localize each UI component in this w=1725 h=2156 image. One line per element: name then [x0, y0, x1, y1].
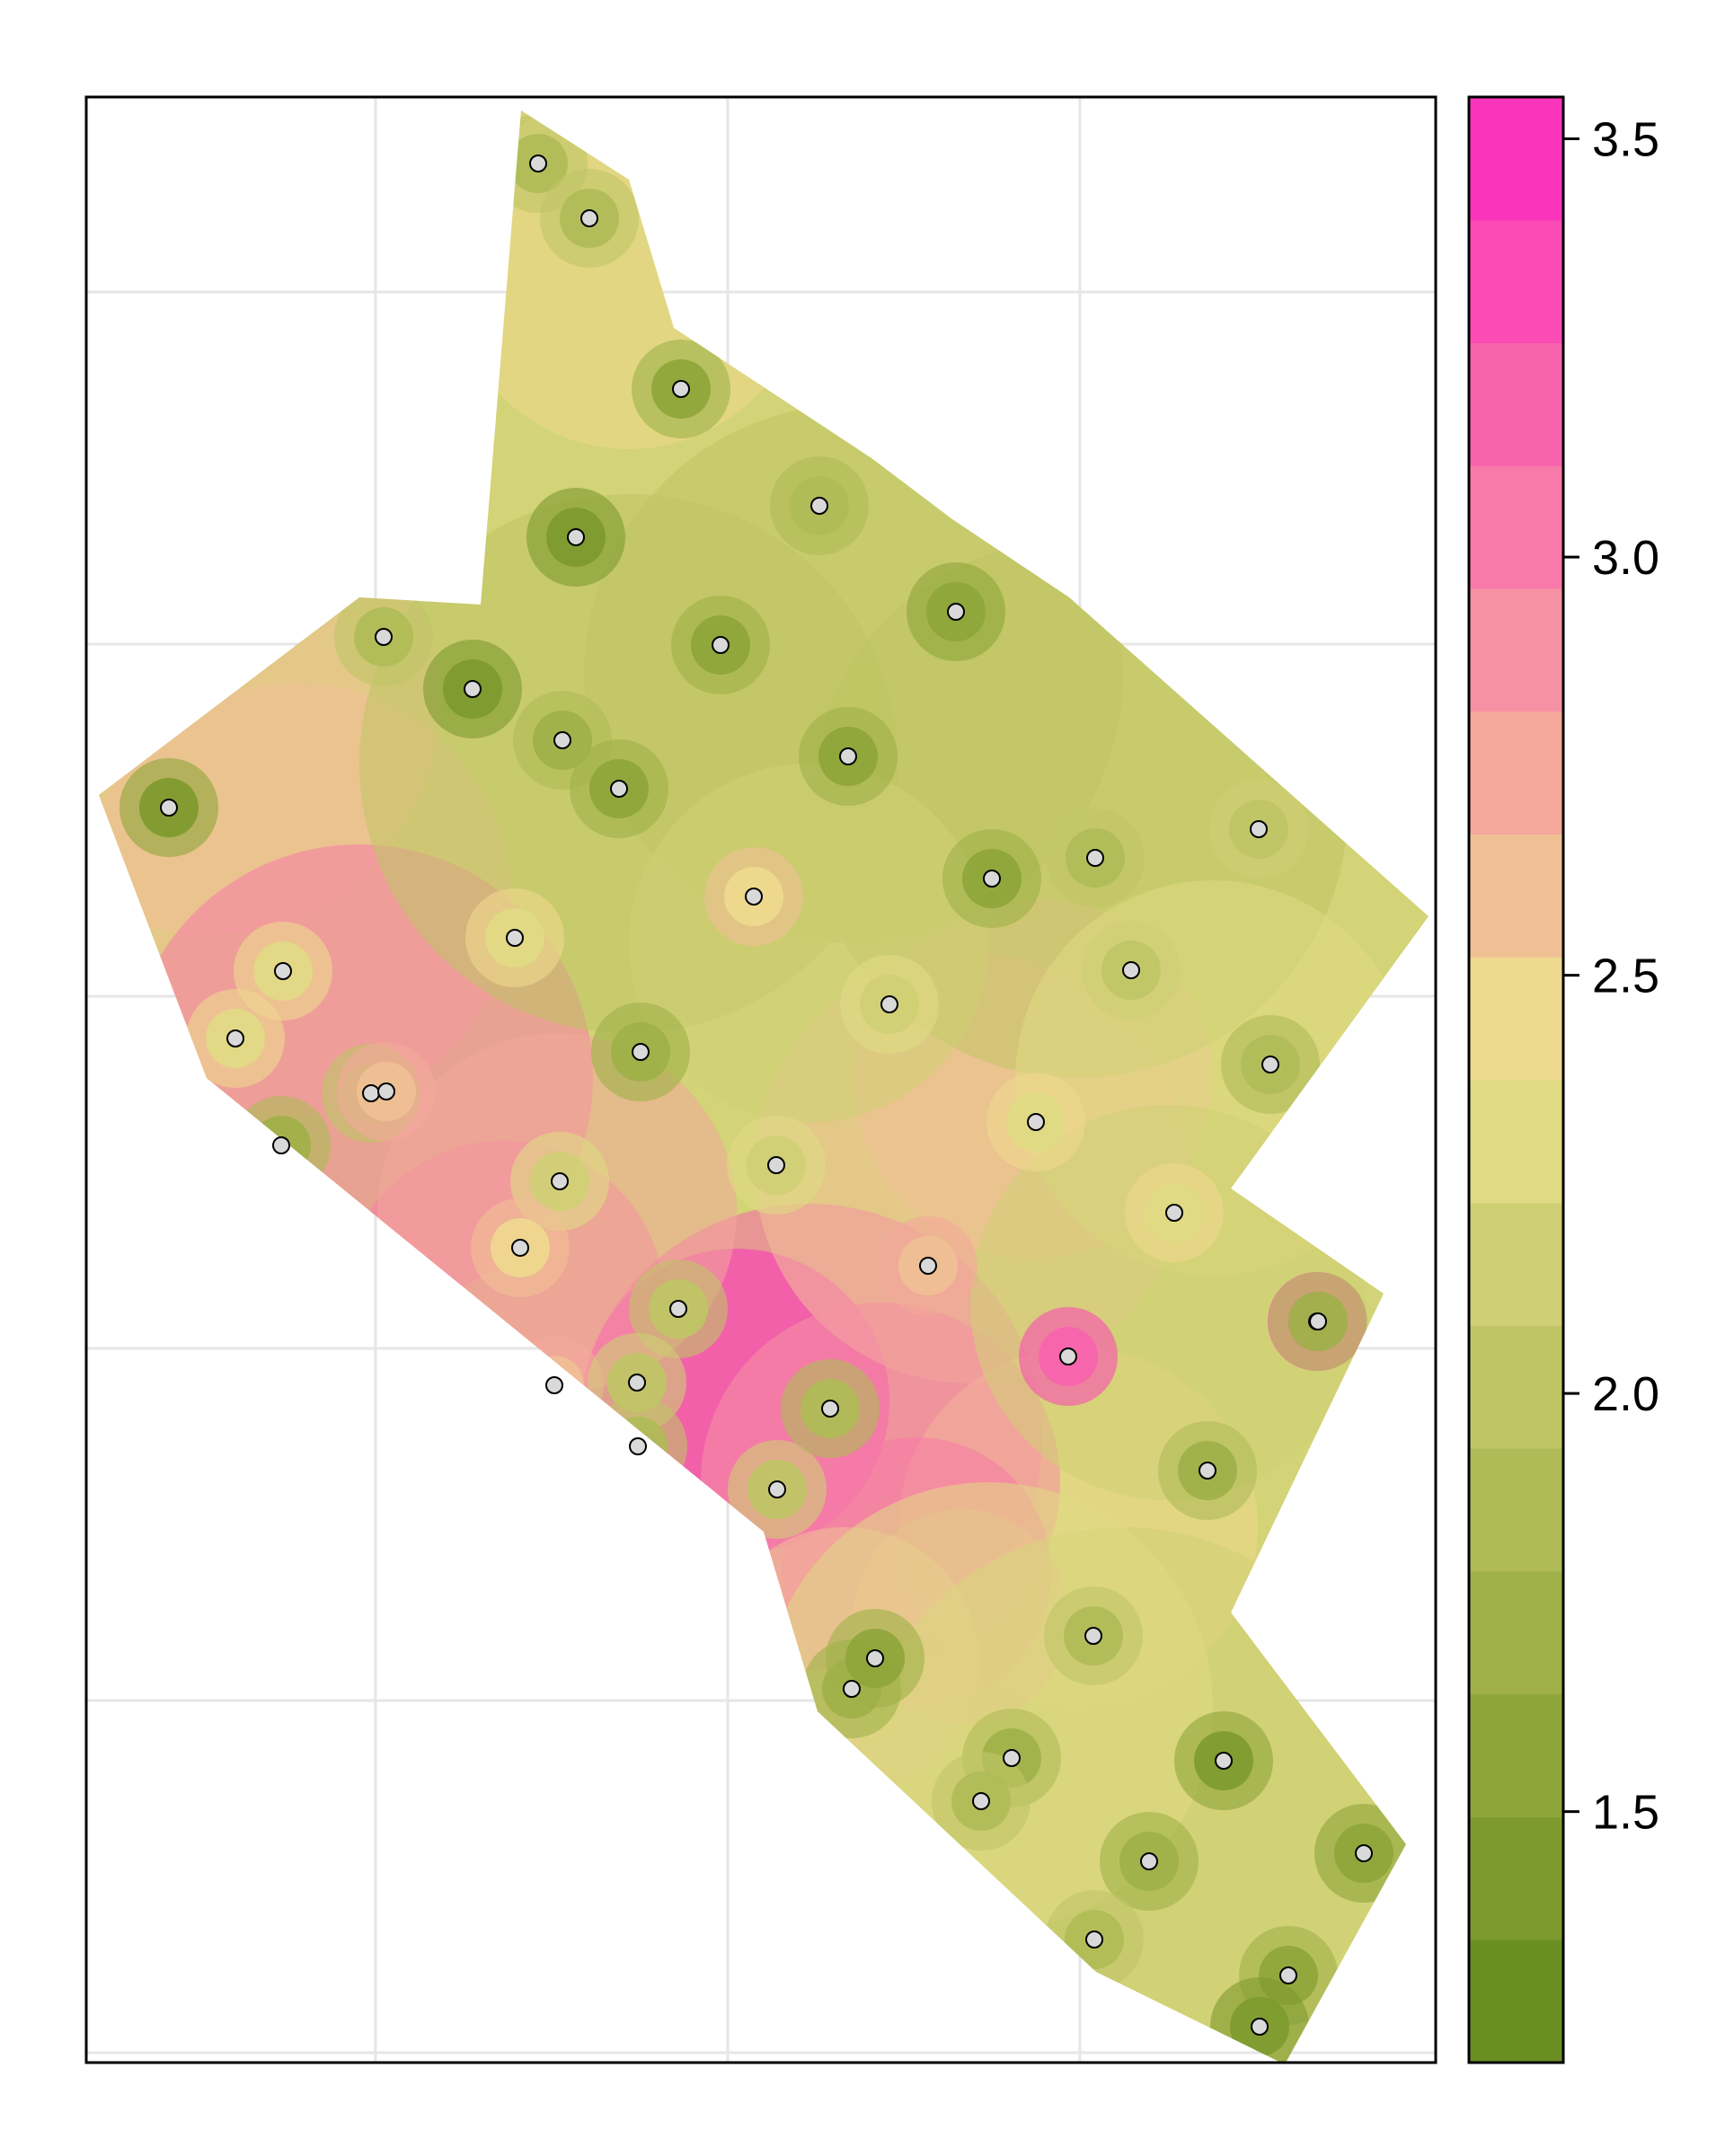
sample-point	[272, 1136, 290, 1154]
sample-point	[1086, 849, 1104, 867]
sample-point	[843, 1680, 861, 1698]
sample-point	[580, 209, 598, 227]
surface-field-21	[449, 110, 809, 449]
colorbar-band-8	[1469, 957, 1563, 1081]
sample-point	[1309, 1312, 1327, 1330]
sample-point	[464, 680, 482, 698]
sample-point	[1027, 1113, 1045, 1131]
colorbar-band-6	[1469, 1202, 1563, 1326]
sample-point	[919, 1257, 937, 1275]
sample-point	[672, 380, 690, 398]
sample-point	[274, 962, 292, 980]
sample-point	[712, 636, 730, 654]
colorbar-bands	[1469, 97, 1563, 2063]
sample-point	[567, 528, 585, 546]
sample-point	[377, 1082, 395, 1100]
colorbar-band-13	[1469, 342, 1563, 466]
sample-points	[160, 155, 1373, 2036]
colorbar-tick-label: 3.0	[1592, 531, 1659, 585]
colorbar-ticks: 1.5 2.0 2.5 3.0 3.5	[1563, 113, 1659, 1840]
sample-point	[362, 1084, 380, 1102]
colorbar-frame	[1467, 95, 1565, 2064]
sample-point	[669, 1300, 687, 1318]
sample-point	[1059, 1348, 1077, 1365]
sample-point	[1084, 1627, 1102, 1645]
sample-point	[511, 1239, 529, 1257]
colorbar-band-15	[1469, 97, 1563, 221]
heatmap-surface	[99, 110, 1429, 2064]
colorbar: 1.5 2.0 2.5 3.0 3.5	[1467, 95, 1659, 2064]
sample-point	[160, 799, 178, 817]
colorbar-tick-label: 2.0	[1592, 1367, 1659, 1421]
sample-point	[628, 1374, 646, 1392]
colorbar-band-3	[1469, 1571, 1563, 1695]
sample-point	[767, 1156, 785, 1174]
surface-blobs	[99, 110, 1413, 2064]
colorbar-band-14	[1469, 219, 1563, 343]
sample-point	[553, 731, 571, 749]
colorbar-band-12	[1469, 465, 1563, 589]
sample-point	[529, 155, 547, 172]
sample-point	[1122, 961, 1140, 979]
sample-point	[1250, 820, 1268, 838]
colorbar-band-2	[1469, 1693, 1563, 1817]
sample-point	[610, 780, 628, 798]
sample-point	[972, 1792, 990, 1810]
sample-point	[983, 870, 1001, 888]
colorbar-band-9	[1469, 834, 1563, 958]
sample-point	[1355, 1844, 1373, 1862]
sample-point	[810, 497, 828, 515]
sample-point	[745, 888, 763, 906]
sample-point	[1140, 1852, 1158, 1870]
sample-point	[545, 1376, 563, 1394]
sample-point	[226, 1029, 244, 1047]
colorbar-band-7	[1469, 1080, 1563, 1204]
sample-point	[821, 1400, 839, 1418]
sample-point	[1085, 1931, 1103, 1948]
sample-point	[1215, 1752, 1233, 1770]
sample-point	[1251, 2018, 1269, 2036]
sample-point	[947, 603, 965, 621]
sample-point	[880, 995, 898, 1013]
sample-point	[1199, 1462, 1216, 1480]
colorbar-band-5	[1469, 1325, 1563, 1449]
colorbar-tick-label: 3.5	[1592, 113, 1659, 167]
sample-point	[1003, 1749, 1021, 1767]
colorbar-tick-label: 2.5	[1592, 950, 1659, 1003]
sample-point	[1279, 1966, 1297, 1984]
sample-point	[551, 1172, 569, 1190]
sample-point	[839, 747, 857, 765]
colorbar-tick-label: 1.5	[1592, 1786, 1659, 1840]
sample-point	[768, 1480, 786, 1498]
colorbar-band-0	[1469, 1940, 1563, 2063]
colorbar-band-11	[1469, 588, 1563, 712]
sample-point	[375, 628, 393, 646]
colorbar-band-1	[1469, 1816, 1563, 1940]
colorbar-band-4	[1469, 1448, 1563, 1572]
sample-point	[866, 1649, 884, 1667]
sample-point	[632, 1043, 650, 1061]
sample-point	[1261, 1056, 1279, 1074]
plot-frame	[84, 95, 1438, 2064]
sample-point	[1165, 1204, 1183, 1222]
colorbar-band-10	[1469, 711, 1563, 835]
sample-point	[629, 1437, 647, 1455]
sample-point	[506, 929, 524, 947]
